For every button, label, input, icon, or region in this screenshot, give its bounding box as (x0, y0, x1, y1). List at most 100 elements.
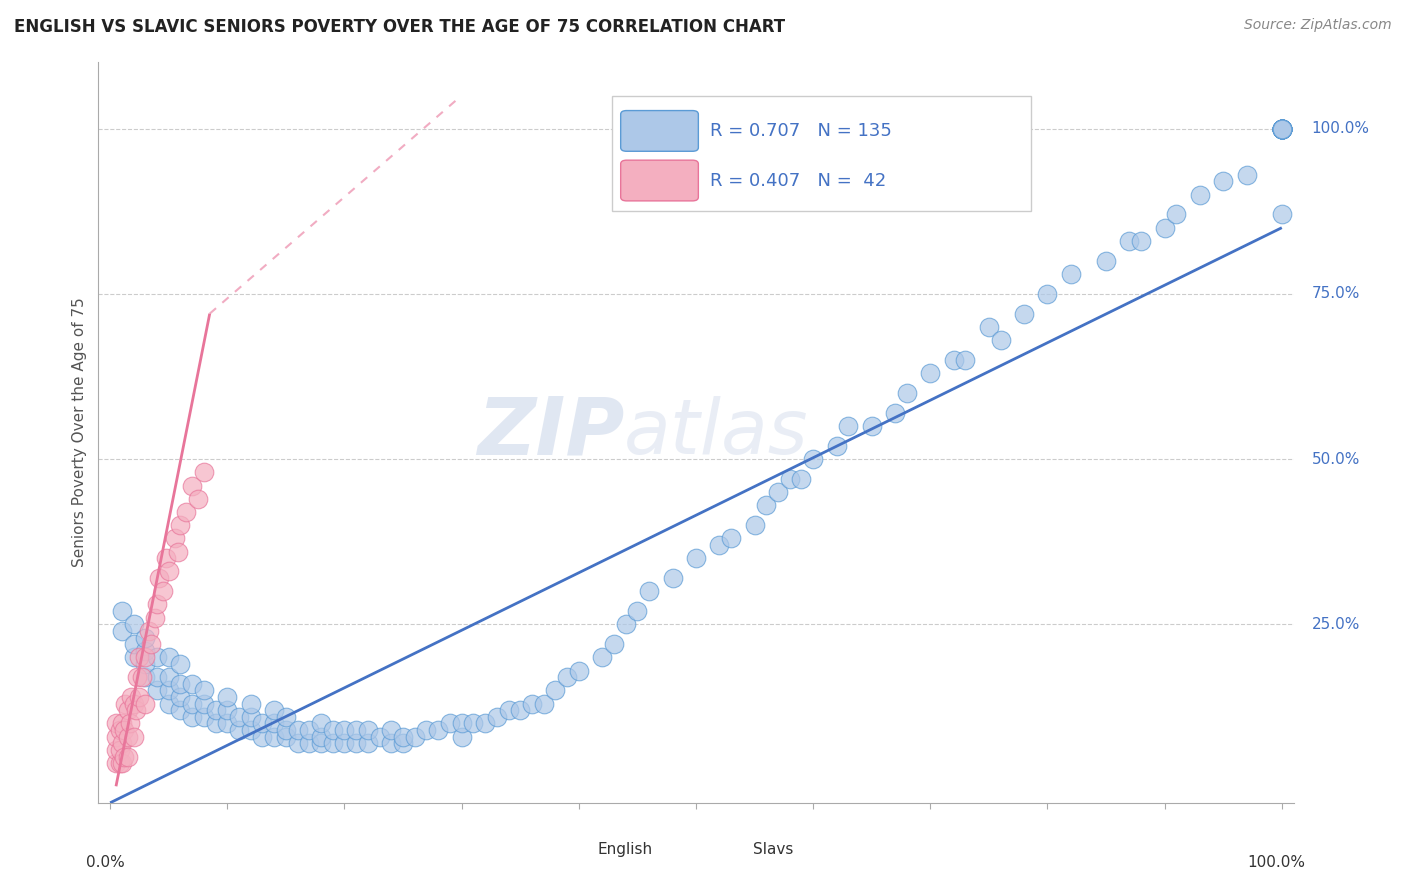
Text: 50.0%: 50.0% (1312, 451, 1360, 467)
Point (1271, 121, 1294, 136)
Point (298, 736, 321, 750)
Point (309, 736, 332, 750)
FancyBboxPatch shape (536, 831, 591, 865)
Point (920, 366, 942, 380)
Point (239, 697, 262, 711)
Point (157, 683, 180, 698)
Point (152, 584, 174, 599)
Text: R = 0.707   N = 135: R = 0.707 N = 135 (710, 122, 893, 140)
Point (141, 637, 163, 651)
Point (380, 736, 402, 750)
Point (228, 710, 250, 724)
Point (626, 604, 648, 618)
Text: 75.0%: 75.0% (1312, 286, 1360, 301)
Point (555, 670, 578, 684)
Point (287, 723, 309, 737)
Point (148, 571, 170, 585)
Point (169, 690, 191, 704)
Point (1212, 174, 1234, 188)
Point (1271, 121, 1294, 136)
Text: English: English (598, 842, 654, 857)
Point (120, 716, 141, 731)
Point (744, 518, 766, 533)
FancyBboxPatch shape (620, 161, 699, 201)
Point (463, 716, 485, 731)
Point (108, 743, 131, 757)
Point (990, 333, 1012, 347)
Point (134, 631, 156, 645)
Point (105, 756, 128, 771)
Point (163, 532, 186, 546)
Point (977, 319, 1000, 334)
Point (1271, 121, 1294, 136)
Point (193, 697, 215, 711)
Point (111, 736, 134, 750)
Point (404, 730, 426, 744)
Point (263, 703, 285, 717)
Point (217, 716, 239, 731)
Point (105, 730, 128, 744)
Text: 100.0%: 100.0% (1247, 855, 1306, 870)
Point (1271, 121, 1294, 136)
Text: Slavs: Slavs (754, 842, 794, 857)
Point (1271, 121, 1294, 136)
Point (498, 703, 520, 717)
Point (779, 472, 801, 486)
Point (1271, 121, 1294, 136)
Point (344, 723, 367, 737)
Point (1095, 253, 1118, 268)
Point (181, 478, 204, 492)
Point (1271, 121, 1294, 136)
Point (1271, 121, 1294, 136)
Point (111, 716, 134, 731)
Point (685, 551, 707, 566)
Point (544, 683, 567, 698)
Point (309, 730, 332, 744)
Point (638, 584, 661, 599)
Point (344, 736, 367, 750)
Point (766, 485, 789, 500)
Point (204, 716, 226, 731)
Point (252, 716, 274, 731)
FancyBboxPatch shape (613, 95, 1031, 211)
Point (169, 703, 191, 717)
Point (120, 690, 142, 704)
Point (157, 697, 180, 711)
Point (825, 439, 848, 453)
Point (439, 716, 461, 731)
Point (1166, 207, 1188, 221)
Point (274, 730, 297, 744)
Point (333, 736, 356, 750)
Point (157, 650, 180, 665)
Point (392, 730, 415, 744)
Point (591, 650, 613, 665)
Point (1271, 121, 1294, 136)
Point (169, 518, 191, 533)
Text: R = 0.407   N =  42: R = 0.407 N = 42 (710, 171, 887, 189)
Text: 100.0%: 100.0% (1312, 121, 1369, 136)
Point (146, 650, 169, 665)
Point (193, 683, 215, 698)
Point (112, 723, 135, 737)
Point (755, 499, 778, 513)
Point (474, 716, 496, 731)
Point (1060, 267, 1083, 281)
Point (568, 664, 591, 678)
Point (167, 544, 190, 558)
Point (309, 716, 332, 731)
Point (1012, 307, 1035, 321)
Point (128, 650, 150, 665)
Point (955, 352, 977, 367)
Point (122, 637, 145, 651)
Point (239, 710, 262, 724)
Point (661, 571, 683, 585)
Point (837, 419, 859, 434)
Point (860, 419, 883, 434)
Point (134, 650, 156, 665)
Point (450, 716, 472, 731)
Point (263, 730, 285, 744)
Point (181, 710, 204, 724)
Point (942, 352, 965, 367)
Point (117, 730, 139, 744)
Text: ZIP: ZIP (477, 393, 624, 472)
